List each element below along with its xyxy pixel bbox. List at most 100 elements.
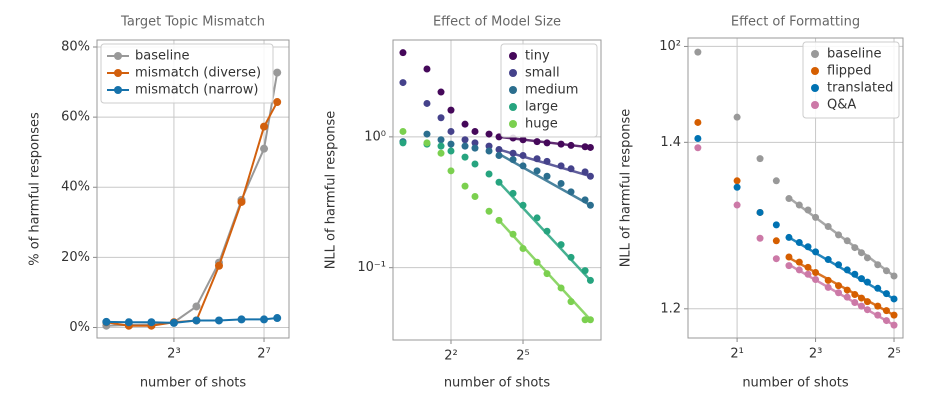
data-point [399,127,407,135]
data-point [214,316,223,325]
data-point [567,253,575,261]
data-point [509,189,517,197]
data-point [804,206,812,214]
data-point [733,183,741,191]
data-point [812,213,820,221]
legend-label: baseline [827,47,881,62]
data-point [543,270,551,278]
data-point [471,193,479,201]
data-point [882,307,890,315]
data-point [124,318,133,327]
data-point [471,139,479,147]
data-point [461,182,469,190]
data-point [756,155,764,163]
chart-title: Target Topic Mismatch [120,15,265,30]
x-tick-label: 2² [444,349,457,364]
data-point [812,269,820,277]
data-point [835,261,843,269]
data-point [447,106,455,114]
data-point [756,234,764,242]
data-point [399,49,407,57]
data-point [461,142,469,150]
data-point [567,141,575,149]
data-point [812,248,820,256]
legend-marker [811,84,819,92]
legend-marker [509,69,517,77]
x-tick-label: 2⁵ [516,349,529,364]
y-tick-label: 40% [61,180,90,195]
data-point [273,314,282,323]
data-point [863,254,871,262]
data-point [192,302,201,311]
x-axis-label: number of shots [140,376,247,391]
data-point [260,315,269,324]
data-point [843,286,851,294]
y-tick-label: 0% [69,320,90,335]
data-point [519,136,527,144]
data-point [581,267,589,275]
series-line [106,101,279,327]
data-point [273,68,282,77]
data-point [437,136,445,144]
legend-label: baseline [135,49,189,64]
y-tick-label: 1.2 [660,301,681,316]
data-point [423,99,431,107]
data-point [519,162,527,170]
data-point [795,266,803,274]
data-point [557,140,565,148]
data-point [890,272,898,280]
data-point [890,311,898,319]
data-point [461,136,469,144]
data-point [423,65,431,73]
data-point [543,157,551,165]
data-point [485,142,493,150]
y-tick-label: 80% [61,40,90,55]
x-tick-label: 2¹ [730,347,743,362]
data-point [863,298,871,306]
legend-marker [114,69,122,77]
legend-marker [509,52,517,60]
data-point [509,149,517,157]
series-line [106,72,279,327]
x-axis-label: number of shots [742,376,849,391]
legend-label: large [525,100,558,115]
data-point [586,276,594,284]
data-point [785,262,793,270]
data-point [533,138,541,146]
data-point [694,118,702,126]
data-point [812,276,820,284]
data-point [461,153,469,161]
legend-marker [114,52,122,60]
data-point [851,291,859,299]
data-point [772,237,780,245]
data-point [795,201,803,209]
data-point [857,302,865,310]
data-point [733,113,741,121]
data-point [795,258,803,266]
data-point [824,283,832,291]
legend-marker [509,120,517,128]
data-point [437,149,445,157]
data-point [804,270,812,278]
data-point [874,302,882,310]
data-point [694,48,702,56]
data-point [890,321,898,329]
data-point [519,201,527,209]
legend-marker [811,67,819,75]
data-point [863,306,871,314]
y-tick-label: 20% [61,250,90,265]
data-point [733,177,741,185]
data-point [874,311,882,319]
data-point [843,266,851,274]
data-point [260,144,269,153]
legend-label: mismatch (narrow) [135,83,258,98]
data-point [437,142,445,150]
data-point [586,172,594,180]
legend-label: flipped [827,64,872,79]
data-point [804,243,812,251]
data-point [423,139,431,147]
data-point [447,167,455,175]
y-tick-label: 10⁰ [364,129,386,144]
y-tick-label: 60% [61,110,90,125]
y-tick-label: 10² [659,39,681,54]
